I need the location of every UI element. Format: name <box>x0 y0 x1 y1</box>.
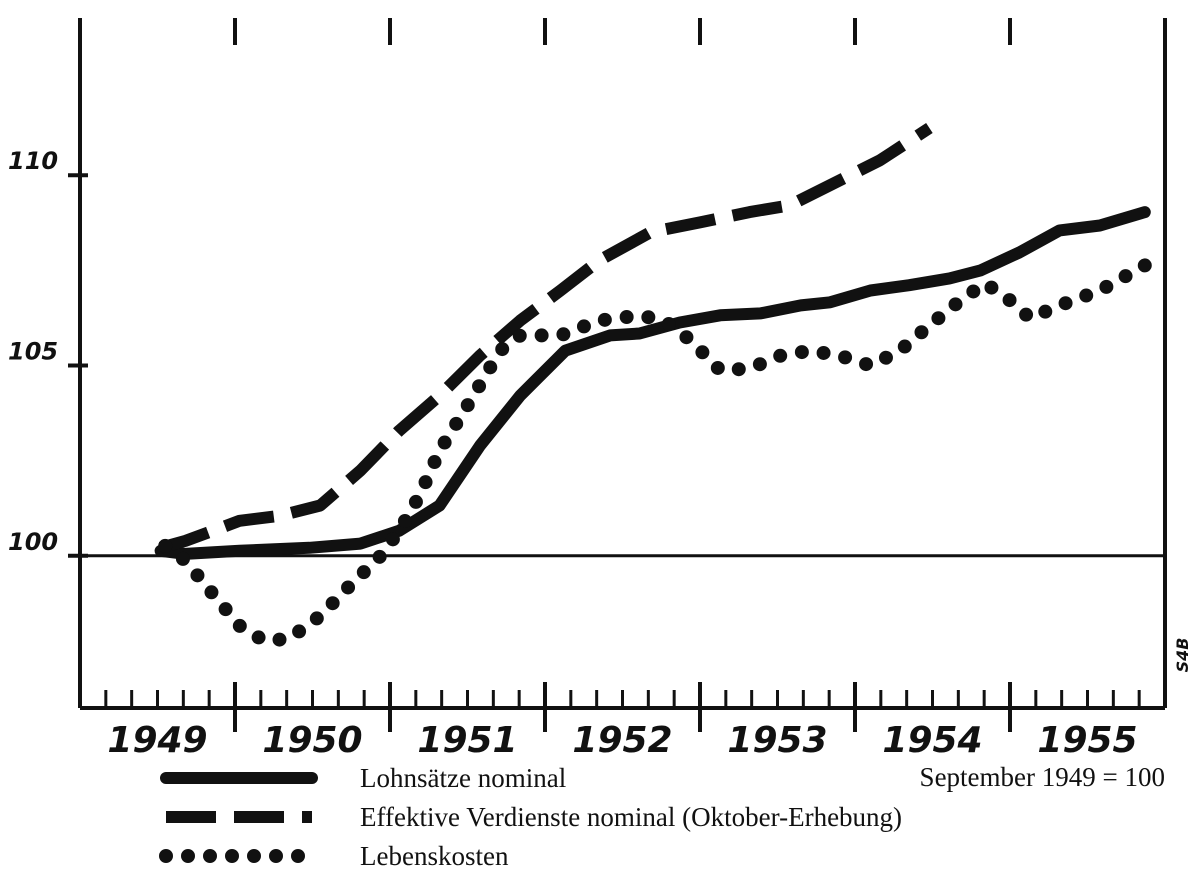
series-line <box>158 258 1152 648</box>
side-label: S4B <box>1173 638 1192 673</box>
x-tick-label: 1952 <box>572 720 672 761</box>
annotation: September 1949 = 100 <box>920 762 1165 792</box>
x-tick-label: 1955 <box>1037 720 1137 761</box>
series-line <box>154 206 1151 560</box>
x-tick-label: 1953 <box>727 720 827 761</box>
x-tick-label: 1954 <box>882 720 982 761</box>
y-tick-label: 100 <box>8 528 58 556</box>
legend-label: Effektive Verdienste nominal (Oktober-Er… <box>360 802 902 832</box>
x-tick-label: 1951 <box>417 720 517 761</box>
legend-label: Lohnsätze nominal <box>360 763 566 793</box>
y-tick-label: 105 <box>8 338 58 366</box>
legend-label: Lebenskosten <box>360 841 509 871</box>
x-tick-label: 1949 <box>107 720 207 761</box>
series-line <box>158 122 933 554</box>
y-tick-label: 110 <box>8 147 58 175</box>
x-tick-label: 1950 <box>262 720 362 761</box>
